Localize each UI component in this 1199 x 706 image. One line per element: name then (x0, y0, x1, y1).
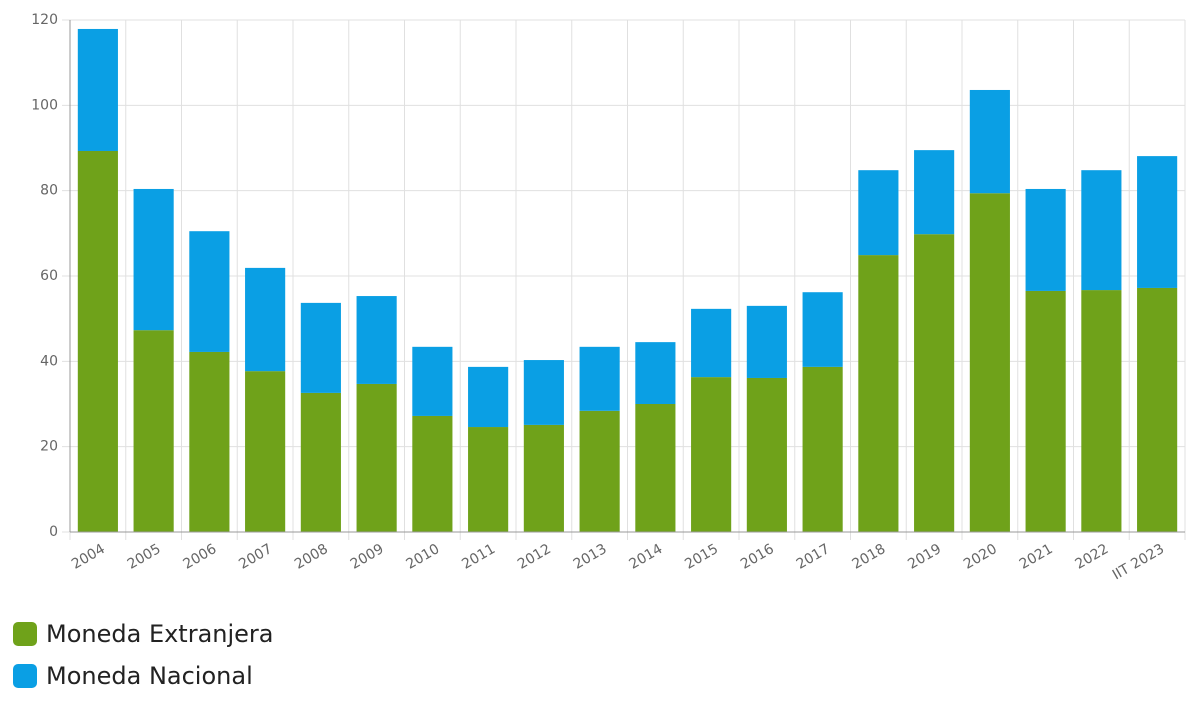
bar-segment (802, 292, 843, 367)
y-tick-label: 100 (31, 97, 58, 113)
bar-segment (635, 342, 676, 404)
y-tick-label: 120 (31, 12, 58, 28)
x-tick-label: 2006 (181, 541, 220, 573)
bar-segment (1081, 170, 1122, 291)
bar-segment (802, 366, 843, 532)
x-tick-label: 2022 (1073, 541, 1112, 573)
bar-segment (691, 377, 732, 532)
bar-segment (1137, 156, 1178, 288)
legend-label: Moneda Extranjera (46, 620, 274, 648)
bar-segment (356, 296, 397, 384)
x-tick-label: IIT 2023 (1110, 541, 1167, 583)
x-tick-label: 2020 (961, 541, 1000, 573)
legend-swatch (13, 664, 37, 688)
x-tick-label: 2009 (348, 541, 387, 573)
bar-segment (77, 28, 118, 151)
bar-segment (189, 351, 230, 532)
bar-segment (914, 234, 955, 533)
bar-segment (189, 231, 230, 352)
bar-segment (1025, 290, 1066, 532)
y-tick-label: 40 (40, 353, 58, 369)
bar-segment (77, 150, 118, 532)
bar-segment (468, 366, 509, 428)
bar-segment (579, 410, 620, 532)
bar-segment (245, 371, 286, 532)
x-tick-label: 2012 (515, 541, 554, 573)
legend-label: Moneda Nacional (46, 662, 253, 690)
y-tick-label: 80 (40, 183, 58, 199)
x-tick-label: 2013 (571, 541, 610, 573)
bar-segment (133, 330, 174, 532)
bar-segment (523, 360, 564, 425)
x-tick-label: 2007 (236, 541, 275, 573)
bar-segment (858, 170, 899, 256)
x-tick-label: 2014 (627, 541, 666, 573)
x-tick-label: 2011 (459, 541, 498, 573)
bar-segment (691, 308, 732, 378)
bar-segment (300, 392, 341, 532)
bar-segment (1137, 287, 1178, 532)
x-tick-label: 2018 (850, 541, 889, 573)
bar-segment (468, 427, 509, 532)
bar-segment (245, 267, 286, 372)
bar-segment (969, 193, 1010, 532)
bar-segment (579, 346, 620, 411)
bar-segment (746, 377, 787, 532)
x-tick-label: 2010 (404, 541, 443, 573)
bar-segment (1025, 188, 1066, 291)
x-tick-label: 2015 (682, 541, 721, 573)
bar-segment (300, 302, 341, 393)
bar-segment (356, 383, 397, 532)
bar-segment (133, 188, 174, 331)
x-tick-label: 2005 (125, 541, 164, 573)
x-tick-label: 2017 (794, 541, 833, 573)
bar-segment (858, 255, 899, 533)
bar-segment (969, 89, 1010, 194)
bar-segment (412, 346, 453, 416)
y-tick-label: 60 (40, 268, 58, 284)
legend-swatch (13, 622, 37, 646)
y-tick-label: 20 (40, 439, 58, 455)
x-tick-label: 2008 (292, 541, 331, 573)
bar-segment (914, 150, 955, 235)
bar-segment (746, 305, 787, 378)
y-tick-label: 0 (49, 524, 58, 540)
x-tick-label: 2004 (69, 541, 108, 573)
x-tick-label: 2021 (1017, 541, 1056, 573)
bar-segment (635, 404, 676, 532)
bar-segment (1081, 290, 1122, 532)
x-tick-label: 2016 (738, 541, 777, 573)
bar-segment (523, 424, 564, 532)
x-tick-label: 2019 (905, 541, 944, 573)
bar-segment (412, 415, 453, 532)
